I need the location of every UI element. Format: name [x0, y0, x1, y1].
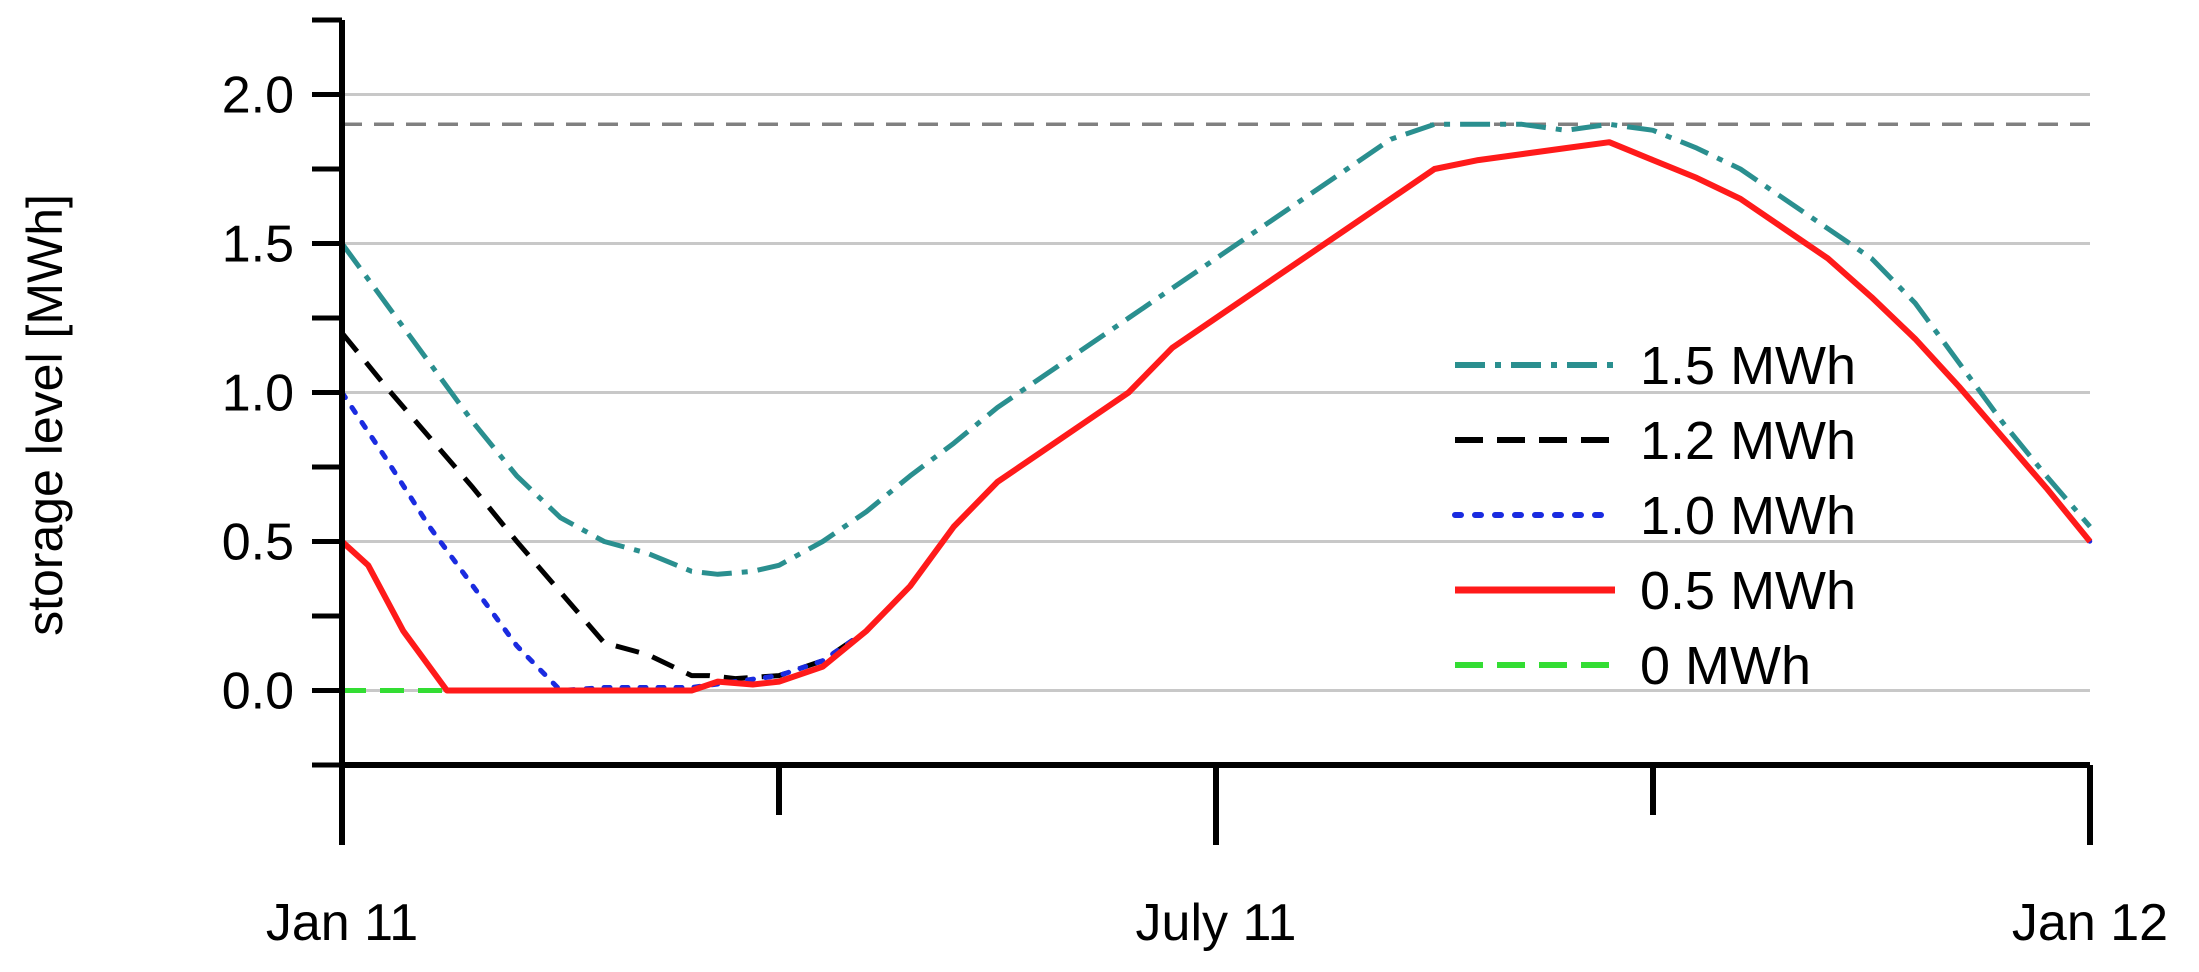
- grid-lines: [342, 93, 2090, 692]
- legend-label: 1.5 MWh: [1640, 336, 1856, 396]
- y-tick-label: 1.0: [222, 365, 294, 423]
- y-tick-label: 0.5: [222, 514, 294, 572]
- legend: 1.5 MWh 1.2 MWh 1.0 MWh 0.5 MWh 0 MWh: [1452, 336, 1856, 696]
- series-line-1-5-mwh: [339, 121, 2092, 577]
- series-line-0-5-mwh: [339, 139, 2093, 694]
- tick-labels: 0.0 0.5 1.0 1.5 2.0 Jan 11 July 11 Jan 12: [222, 67, 2168, 953]
- x-tick-label: Jan 11: [266, 894, 418, 952]
- y-axis-title: storage level [MWh]: [17, 194, 73, 636]
- y-tick-label: 1.5: [222, 216, 294, 274]
- legend-label: 1.0 MWh: [1640, 486, 1856, 546]
- x-tick-label: Jan 12: [2012, 894, 2168, 952]
- legend-label: 0.5 MWh: [1640, 561, 1856, 621]
- y-tick-label: 0.0: [222, 663, 294, 721]
- series-lines: [339, 121, 2093, 694]
- x-tick-label: July 11: [1136, 894, 1297, 952]
- y-tick-label: 2.0: [222, 67, 294, 125]
- axes: [312, 17, 2093, 845]
- legend-label: 1.2 MWh: [1640, 411, 1856, 471]
- legend-label: 0 MWh: [1640, 636, 1811, 696]
